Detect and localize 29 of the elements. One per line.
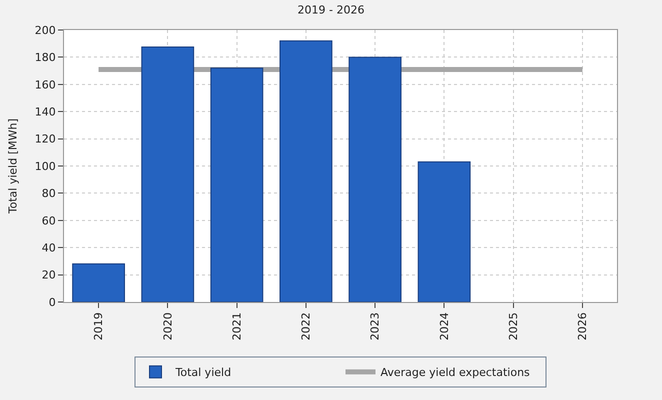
x-tick-label: 2019 — [92, 312, 106, 340]
y-tick-label: 200 — [34, 24, 56, 37]
legend-label: Total yield — [174, 366, 232, 380]
bar — [418, 161, 471, 302]
y-tick-label: 40 — [42, 241, 56, 254]
y-tick-label: 0 — [48, 296, 56, 309]
y-tick-label: 180 — [34, 51, 56, 64]
y-tick-label: 20 — [42, 268, 56, 282]
x-tick-label: 2024 — [438, 312, 451, 340]
bar — [72, 263, 125, 302]
y-tick-label: 60 — [42, 214, 56, 228]
legend-label: Average yield expectations — [380, 366, 530, 380]
x-tick-label: 2022 — [300, 312, 313, 340]
y-tick-label: 140 — [34, 105, 56, 118]
y-tick-label: 80 — [42, 187, 56, 200]
y-axis-title: Total yield [MWh] — [6, 118, 20, 214]
bar — [348, 56, 402, 302]
bar — [280, 40, 332, 302]
bar — [210, 68, 264, 302]
y-tick-label: 160 — [34, 78, 56, 92]
x-tick-label: 2021 — [230, 312, 244, 340]
x-tick-label: 2023 — [368, 312, 382, 340]
y-tick-label: 100 — [34, 160, 56, 173]
chart-title: 2019 - 2026 — [298, 4, 364, 17]
y-tick-label: 120 — [34, 132, 56, 146]
x-tick-label: 2026 — [576, 312, 590, 340]
bar — [141, 46, 194, 302]
x-tick-label: 2025 — [506, 312, 520, 340]
x-tick-label: 2020 — [161, 312, 174, 340]
